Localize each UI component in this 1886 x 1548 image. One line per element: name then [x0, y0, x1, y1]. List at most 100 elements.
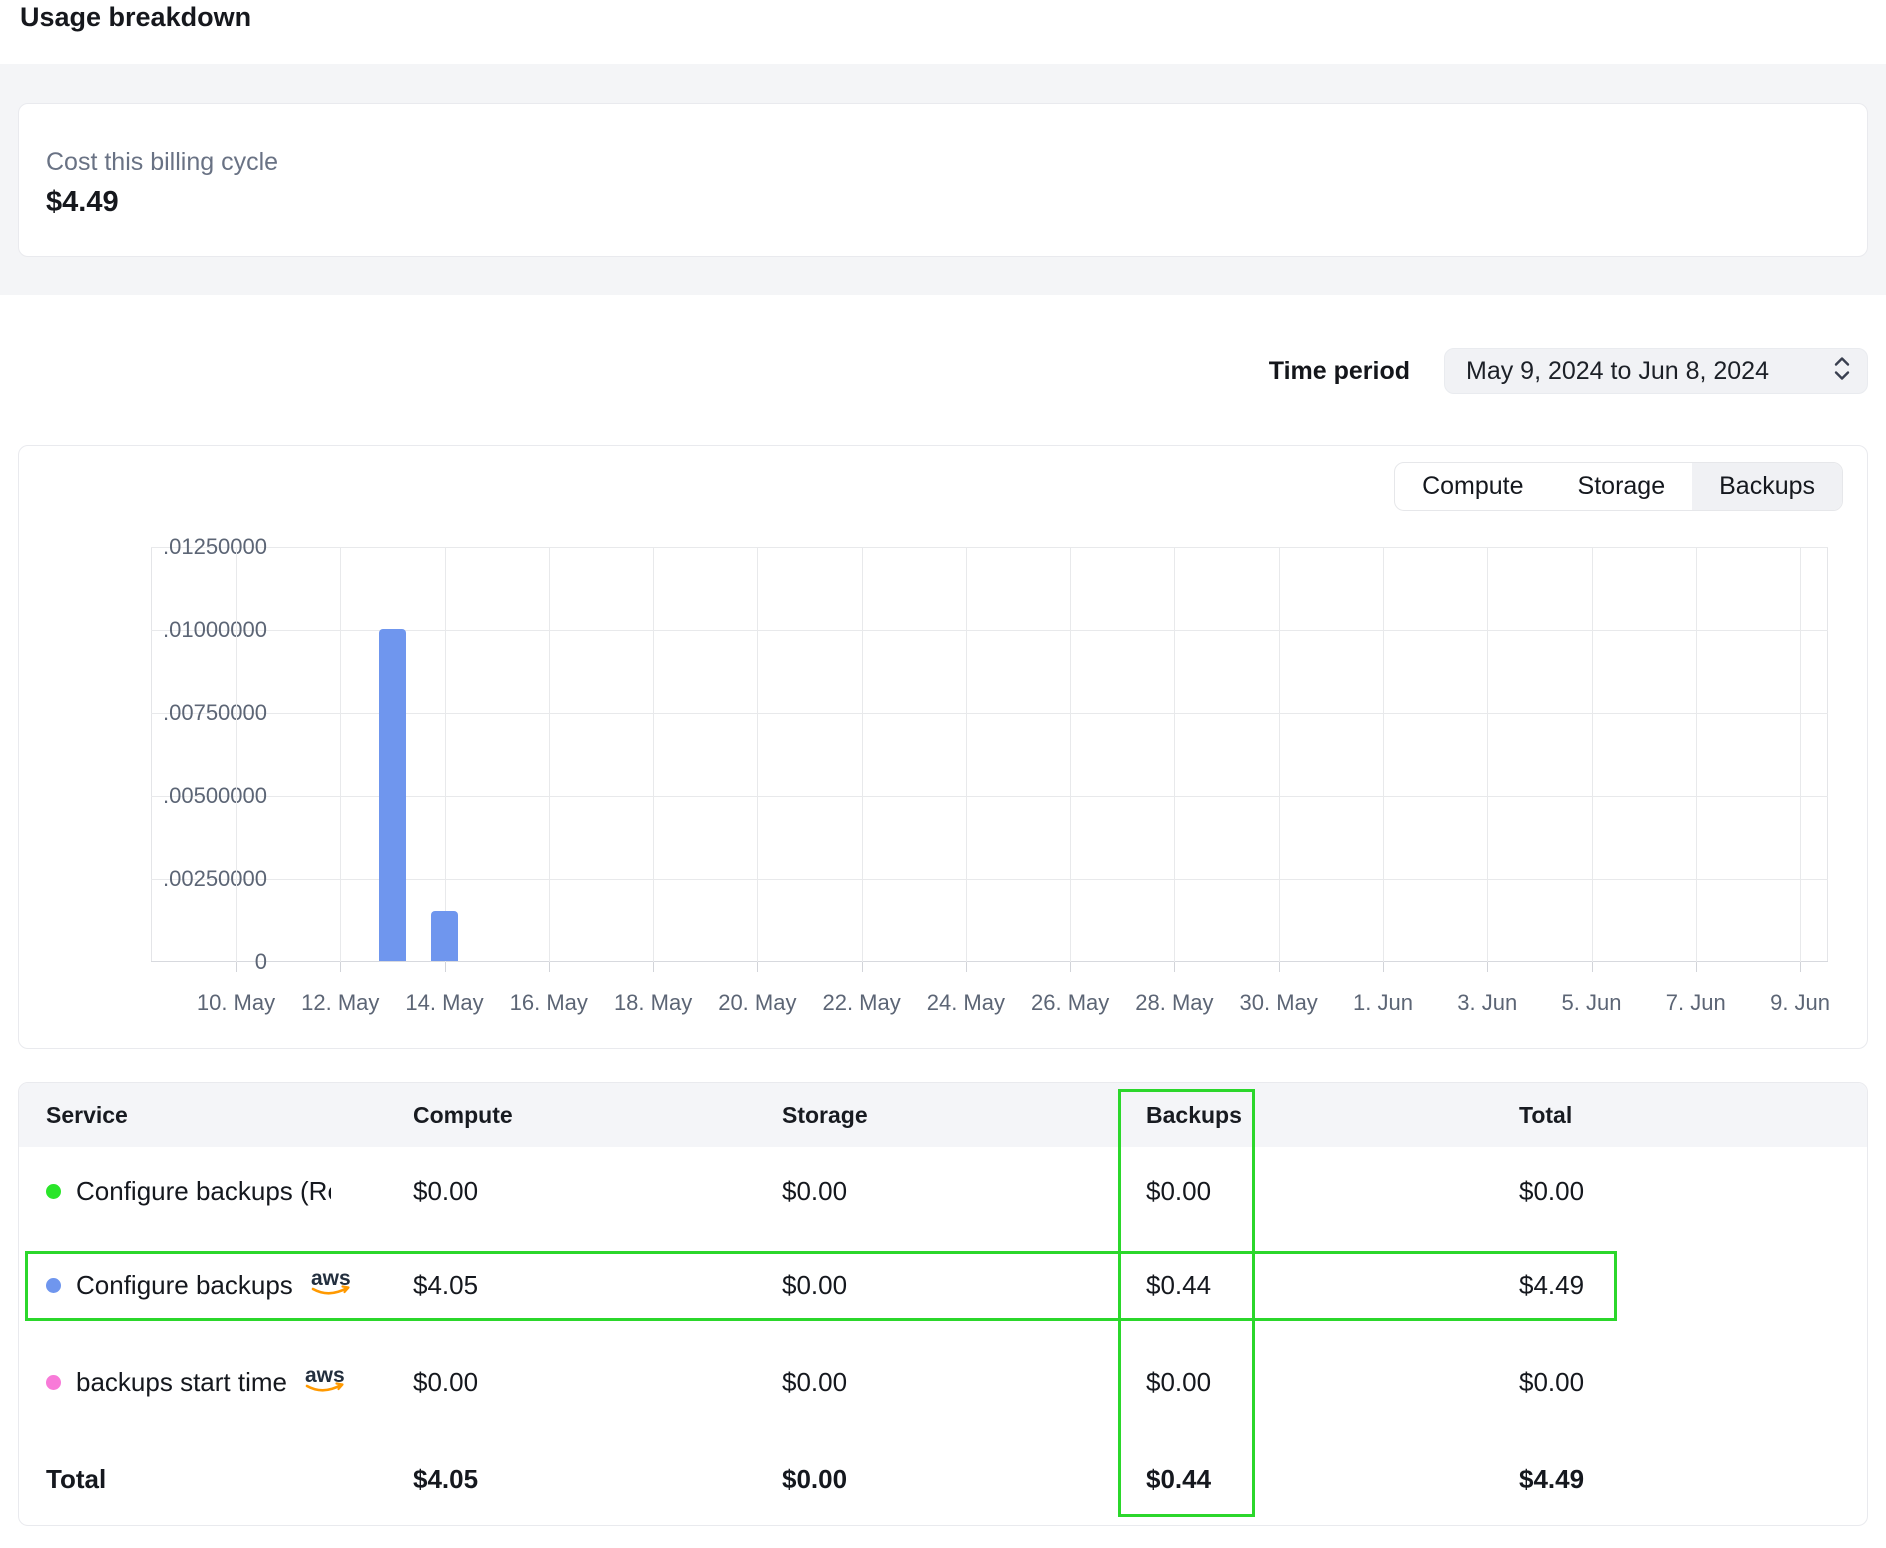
service-name: backups start time	[76, 1367, 287, 1397]
x-axis-tick-label: 26. May	[1031, 990, 1110, 1015]
svg-text:aws: aws	[311, 1267, 351, 1290]
h-gridline	[151, 713, 1828, 714]
x-axis-tick-label: 7. Jun	[1665, 990, 1726, 1015]
v-gridline	[1278, 547, 1280, 962]
cost-summary-card: Cost this billing cycle $4.49	[18, 103, 1868, 257]
table-header-row: Service Compute Storage Backups Total	[19, 1083, 1867, 1147]
y-axis-tick-label: 0	[254, 949, 267, 974]
total-value: $0.00	[1519, 1176, 1585, 1206]
x-axis-tick-label: 5. Jun	[1561, 990, 1622, 1015]
aws-logo-icon: aws	[309, 1265, 355, 1306]
chart-plot: 0 .00250000 .00500000 .00750000 .01000000 .01…	[151, 534, 1830, 1015]
service-dot	[46, 1375, 61, 1390]
page-title: Usage breakdown	[20, 2, 252, 32]
v-gridline	[861, 547, 863, 962]
x-axis-line	[151, 961, 1828, 962]
footer-total-value: $4.49	[1519, 1463, 1585, 1494]
x-axis-tick-label: 9. Jun	[1770, 990, 1831, 1015]
service-cell: Configure backups (Resto	[46, 1176, 413, 1207]
x-axis-tick	[548, 962, 550, 972]
x-axis-tick	[861, 962, 863, 972]
h-gridline	[151, 547, 1828, 548]
compute-value: $0.00	[413, 1176, 479, 1206]
x-axis-tick	[444, 962, 446, 972]
v-gridline	[236, 547, 237, 962]
column-header-backups: Backups	[1146, 1101, 1242, 1128]
service-dot	[46, 1277, 61, 1293]
column-header-storage: Storage	[782, 1101, 868, 1128]
x-axis-tick	[1800, 962, 1802, 972]
table-body: Configure backups (Resto $0.00 $0.00 $0.00 $…	[19, 1147, 1867, 1431]
tab-compute[interactable]: Compute	[1422, 472, 1524, 500]
table-row: Configure backups (Resto $0.00 $0.00 $0.00 $…	[19, 1147, 1867, 1236]
footer-storage-value: $0.00	[782, 1463, 848, 1494]
v-gridline	[1382, 547, 1384, 962]
v-gridline	[1487, 547, 1489, 962]
backups-value: $0.00	[1146, 1176, 1212, 1206]
v-gridline	[1800, 547, 1802, 962]
usage-chart-card: Compute Storage Backups 0 .00250000 .0050000…	[18, 445, 1868, 1049]
service-dot	[46, 1184, 61, 1199]
x-axis-tick-label: 24. May	[926, 990, 1005, 1015]
v-gridline	[653, 547, 655, 962]
service-name: Configure backups (Resto	[76, 1176, 331, 1206]
x-axis-tick-label: 10. May	[196, 990, 276, 1015]
time-period-select[interactable]: May 9, 2024 to Jun 8, 2024	[1444, 348, 1868, 394]
x-axis-tick	[236, 962, 237, 972]
footer-backups-value: $0.44	[1146, 1463, 1212, 1494]
service-name: Configure backups	[76, 1269, 293, 1300]
y-axis-tick-label: .00750000	[163, 700, 267, 725]
time-period-label: Time period	[1268, 356, 1410, 385]
cost-cycle-value: $4.49	[46, 186, 119, 218]
table-row: backups start time aws $0.00 $0.00 $0.00 $0.0…	[19, 1334, 1867, 1431]
updown-chevron-icon	[1833, 356, 1851, 387]
x-axis-tick	[1591, 962, 1593, 972]
x-axis-tick	[1174, 962, 1176, 972]
usage-table-card: Service Compute Storage Backups Total Config…	[18, 1082, 1868, 1526]
y-axis-tick-label: .01250000	[163, 534, 267, 559]
v-gridline	[757, 547, 759, 962]
x-axis-tick-label: 14. May	[405, 990, 484, 1015]
storage-value: $0.00	[782, 1269, 848, 1300]
tab-backups[interactable]: Backups	[1692, 463, 1842, 510]
service-cell: Configure backups aws	[46, 1265, 413, 1306]
tab-storage[interactable]: Storage	[1577, 472, 1666, 500]
v-gridline	[1591, 547, 1593, 962]
compute-value: $0.00	[413, 1367, 479, 1397]
h-gridline	[151, 630, 1828, 631]
x-axis-tick	[757, 962, 759, 972]
x-axis-tick-label: 22. May	[822, 990, 901, 1015]
x-axis-tick	[1278, 962, 1280, 972]
v-gridline	[548, 547, 550, 962]
v-gridline	[1174, 547, 1176, 962]
x-axis-tick	[1695, 962, 1697, 972]
x-axis-tick	[340, 962, 342, 972]
compute-value: $4.05	[413, 1269, 479, 1300]
v-gridline	[1070, 547, 1072, 962]
y-axis-tick-label: .00500000	[163, 783, 267, 808]
x-axis-tick-label: 12. May	[301, 990, 380, 1015]
v-gridline	[965, 547, 967, 962]
column-header-total: Total	[1519, 1101, 1573, 1128]
table-footer-row: Total $4.05 $0.00 $0.44 $4.49	[19, 1431, 1867, 1525]
storage-value: $0.00	[782, 1367, 848, 1397]
usage-bar-14-may	[431, 911, 459, 961]
aws-logo-icon: aws	[303, 1362, 349, 1403]
plot-right-edge	[1827, 547, 1828, 962]
usage-bar-13-may	[378, 629, 406, 961]
x-axis-tick	[965, 962, 967, 972]
service-cell: backups start time aws	[46, 1362, 413, 1403]
time-period-row: Time period May 9, 2024 to Jun 8, 2024	[1269, 348, 1868, 394]
h-gridline	[151, 796, 1828, 797]
x-axis-tick-label: 20. May	[718, 990, 797, 1015]
chart-tabs: Compute Storage Backups	[1394, 462, 1843, 511]
x-axis-tick-label: 3. Jun	[1457, 990, 1518, 1015]
storage-value: $0.00	[782, 1176, 848, 1206]
total-value: $0.00	[1519, 1367, 1585, 1397]
y-axis-line	[151, 547, 152, 962]
v-gridline	[1695, 547, 1697, 962]
h-gridline	[151, 879, 1828, 880]
v-gridline	[340, 547, 342, 962]
svg-text:aws: aws	[305, 1364, 345, 1387]
total-value: $4.49	[1519, 1269, 1585, 1300]
